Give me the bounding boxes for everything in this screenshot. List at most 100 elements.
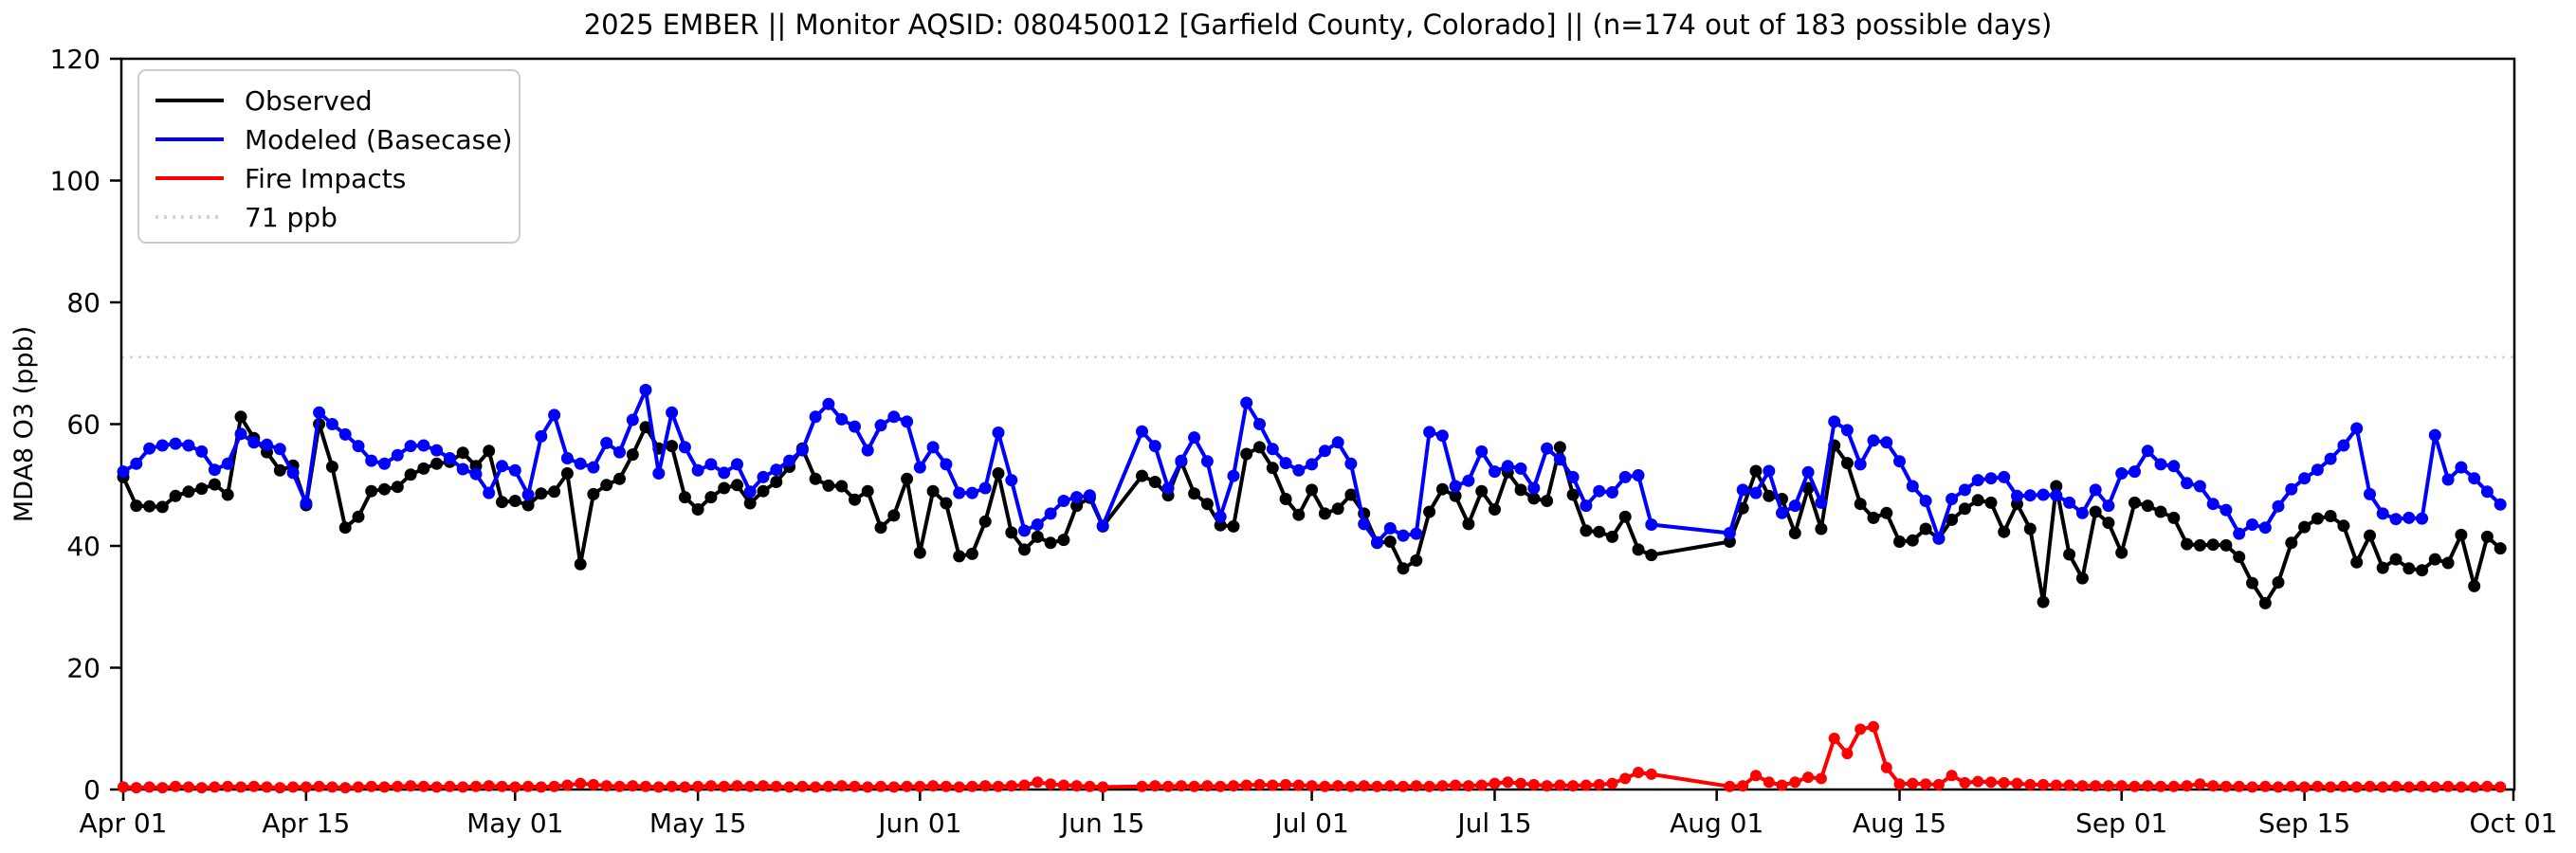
modeled-basecase-point (2494, 498, 2507, 511)
observed-point (2115, 546, 2128, 559)
modeled-basecase-point (992, 426, 1005, 439)
fire-impacts-point (195, 782, 208, 794)
modeled-basecase-point (1854, 458, 1867, 471)
fire-impacts-point (1606, 777, 1618, 789)
observed-point (887, 509, 901, 522)
observed-point (2154, 505, 2167, 518)
modeled-basecase-point (1175, 454, 1188, 467)
fire-impacts-point (2063, 779, 2075, 791)
observed-point (835, 480, 849, 493)
observed-point (2455, 528, 2468, 541)
modeled-basecase-point (430, 444, 444, 457)
modeled-basecase-point (1266, 443, 1279, 456)
observed-point (1593, 525, 1606, 538)
fire-impacts-point (2115, 780, 2128, 792)
modeled-basecase-point (1083, 489, 1096, 502)
modeled-basecase-point (1776, 506, 1788, 519)
observed-point (1279, 493, 1292, 505)
fire-impacts-point (2207, 780, 2220, 792)
observed-point (417, 462, 430, 475)
modeled-basecase-point (1188, 431, 1201, 445)
observed-point (2311, 512, 2324, 525)
observed-point (1906, 534, 1919, 547)
fire-impacts-point (535, 781, 547, 793)
fire-impacts-point (2416, 780, 2428, 792)
modeled-basecase-point (2220, 503, 2233, 517)
observed-point (2063, 548, 2076, 561)
modeled-basecase-point (1279, 457, 1292, 470)
x-tick-label: Apr 15 (262, 808, 350, 839)
observed-point (1606, 530, 1618, 543)
modeled-basecase-point (743, 485, 757, 499)
modeled-basecase-point (600, 436, 613, 449)
fire-impacts-point (1097, 781, 1109, 793)
modeled-basecase-point (1292, 463, 1306, 477)
observed-point (2389, 553, 2402, 566)
modeled-basecase-point (1788, 499, 1801, 513)
observed-point (1788, 527, 1801, 539)
fire-impacts-point (1188, 780, 1200, 792)
observed-point (1214, 518, 1227, 532)
observed-point (2193, 538, 2206, 552)
fire-impacts-point (339, 782, 352, 794)
fire-impacts-point (143, 781, 155, 793)
modeled-basecase-point (1435, 429, 1449, 443)
fire-impacts-point (2481, 780, 2494, 792)
fire-impacts-point (1384, 780, 1397, 792)
observed-point (704, 491, 718, 504)
modeled-basecase-point (1161, 481, 1175, 495)
observed-point (378, 482, 391, 496)
modeled-basecase-point (2337, 439, 2350, 452)
observed-point (1541, 495, 1554, 507)
observed-point (560, 467, 574, 480)
observed-point (1815, 522, 1828, 535)
fire-impacts-point (1985, 776, 1997, 789)
x-tick-label: Oct 01 (2470, 808, 2558, 839)
modeled-basecase-point (2141, 445, 2154, 458)
modeled-basecase-point (1136, 425, 1148, 438)
observed-point (2037, 595, 2050, 608)
modeled-basecase-point (2298, 472, 2311, 485)
observed-point (1200, 498, 1214, 511)
fire-impacts-point (600, 780, 612, 792)
observed-point (221, 488, 234, 501)
fire-impacts-point (1358, 780, 1370, 792)
modeled-basecase-point (195, 445, 209, 458)
modeled-basecase-point (1005, 474, 1018, 487)
fire-impacts-point (862, 781, 874, 793)
observed-point (2480, 530, 2494, 543)
fire-impacts-point (1032, 776, 1044, 789)
observed-point (535, 487, 548, 500)
observed-point (430, 457, 444, 470)
modeled-basecase-point (678, 441, 691, 454)
observed-point (1344, 488, 1358, 501)
fire-impacts-point (640, 780, 651, 792)
modeled-basecase-point (1423, 426, 1436, 439)
modeled-basecase-point (2272, 499, 2285, 513)
observed-point (992, 467, 1005, 480)
x-tick-label: Aug 15 (1853, 808, 1946, 839)
observed-point (770, 476, 783, 488)
fire-impacts-point (2442, 780, 2455, 792)
x-tick-label: May 15 (649, 808, 746, 839)
observed-point (2350, 555, 2364, 569)
modeled-basecase-point (1501, 460, 1514, 473)
observed-point (731, 479, 743, 492)
modeled-basecase-point (2455, 461, 2468, 474)
modeled-basecase-point (1253, 418, 1266, 430)
fire-impacts-point (1776, 779, 1788, 791)
fire-impacts-point (2194, 778, 2206, 790)
modeled-basecase-point (809, 410, 822, 424)
observed-point (1632, 543, 1645, 556)
modeled-basecase-point (1867, 434, 1880, 447)
modeled-basecase-point (2050, 489, 2063, 502)
modeled-basecase-point (2428, 428, 2441, 442)
observed-point (1971, 494, 1984, 507)
modeled-basecase-point (169, 437, 182, 450)
observed-point (2141, 499, 2154, 513)
observed-point (456, 446, 469, 460)
modeled-basecase-point (1880, 436, 1893, 449)
fire-impacts-point (2429, 781, 2441, 793)
fire-impacts-point (2377, 781, 2389, 793)
modeled-basecase-point (874, 419, 887, 432)
